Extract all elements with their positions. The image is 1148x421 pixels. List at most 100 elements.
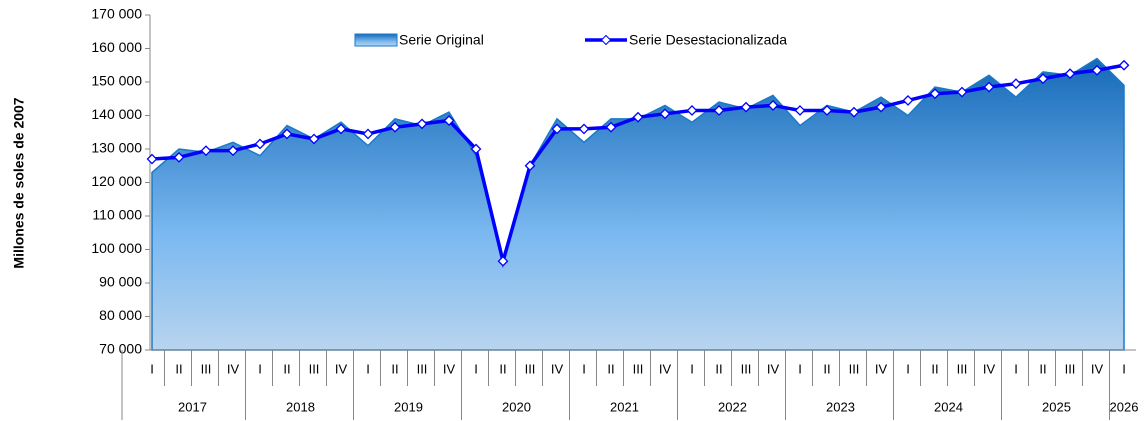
x-tick-label: I <box>474 361 478 376</box>
marker <box>1064 68 1076 80</box>
x-tick-label: IV <box>875 361 888 376</box>
marker <box>875 101 887 113</box>
x-tick-label: III <box>741 361 752 376</box>
x-tick-label: I <box>1122 361 1126 376</box>
year-label: 2021 <box>610 399 639 414</box>
marker <box>740 101 752 113</box>
marker <box>362 128 374 140</box>
y-tick-label: 130 000 <box>91 140 142 156</box>
area <box>151 57 1125 351</box>
x-tick-label: III <box>309 361 320 376</box>
marker <box>902 95 914 106</box>
x-tick-label: I <box>150 361 154 376</box>
x-tick-label: IV <box>335 361 348 376</box>
marker <box>632 111 644 123</box>
marker <box>1010 78 1022 90</box>
marker <box>281 128 293 140</box>
year-label: 2026 <box>1110 399 1139 414</box>
marker <box>497 255 509 267</box>
x-tick-label: III <box>417 361 428 376</box>
legend-label: Serie Original <box>399 32 484 48</box>
marker <box>956 86 968 98</box>
y-tick-label: 120 000 <box>91 173 142 189</box>
marker <box>173 151 185 163</box>
y-tick-label: 110 000 <box>92 207 142 223</box>
marker <box>794 105 806 116</box>
x-tick-label: IV <box>443 361 456 376</box>
year-label: 2023 <box>826 399 855 414</box>
x-tick-label: I <box>906 361 910 376</box>
marker <box>848 106 860 118</box>
legend-swatch <box>354 33 398 47</box>
marker <box>551 123 563 135</box>
marker <box>983 81 995 93</box>
y-axis-label: Millones de soles de 2007 <box>11 97 27 268</box>
marker <box>686 105 698 116</box>
year-label: 2019 <box>394 399 423 414</box>
marker <box>1118 59 1130 71</box>
legend-label: Serie Desestacionalizada <box>629 32 787 48</box>
x-tick-label: II <box>931 361 938 376</box>
y-tick-label: 90 000 <box>99 274 142 290</box>
x-tick-label: III <box>201 361 212 376</box>
x-tick-label: II <box>283 361 290 376</box>
x-tick-label: II <box>1039 361 1046 376</box>
y-tick-label: 170 000 <box>91 6 142 22</box>
year-label: 2024 <box>934 399 963 414</box>
marker <box>335 123 347 135</box>
y-tick-label: 100 000 <box>91 240 142 256</box>
x-tick-label: II <box>607 361 614 376</box>
year-label: 2025 <box>1042 399 1071 414</box>
marker <box>821 105 833 116</box>
year-label: 2018 <box>286 399 315 414</box>
x-tick-label: III <box>525 361 536 376</box>
x-tick-label: III <box>1065 361 1076 376</box>
marker <box>767 100 779 111</box>
year-label: 2022 <box>718 399 747 414</box>
y-tick-label: 160 000 <box>91 39 142 55</box>
marker <box>389 121 401 133</box>
x-tick-label: I <box>582 361 586 376</box>
x-tick-label: IV <box>227 361 240 376</box>
x-tick-label: II <box>823 361 830 376</box>
year-label: 2020 <box>502 399 531 414</box>
y-tick-label: 80 000 <box>99 307 142 323</box>
marker <box>605 121 617 133</box>
marker <box>524 160 536 172</box>
x-tick-label: II <box>175 361 182 376</box>
marker <box>227 145 239 157</box>
x-tick-label: I <box>690 361 694 376</box>
x-tick-label: IV <box>983 361 996 376</box>
marker <box>659 108 671 120</box>
x-tick-label: III <box>633 361 644 376</box>
x-tick-label: I <box>798 361 802 376</box>
x-tick-label: IV <box>767 361 780 376</box>
marker <box>308 133 320 145</box>
marker <box>443 115 455 126</box>
x-tick-label: I <box>258 361 262 376</box>
y-tick-label: 150 000 <box>91 73 142 89</box>
x-tick-label: II <box>391 361 398 376</box>
x-tick-label: I <box>1014 361 1018 376</box>
y-tick-label: 140 000 <box>91 106 142 122</box>
x-tick-label: I <box>366 361 370 376</box>
x-tick-label: III <box>849 361 860 376</box>
x-tick-label: IV <box>659 361 672 376</box>
year-label: 2017 <box>178 399 207 414</box>
marker <box>1091 64 1103 76</box>
marker <box>929 88 941 100</box>
marker <box>470 143 482 155</box>
marker <box>146 153 158 165</box>
legend-marker <box>600 34 612 46</box>
marker <box>1037 73 1049 85</box>
marker <box>416 118 428 130</box>
marker <box>578 123 590 135</box>
x-tick-label: IV <box>551 361 564 376</box>
x-tick-label: III <box>957 361 968 376</box>
marker <box>713 105 725 116</box>
x-tick-label: II <box>715 361 722 376</box>
x-tick-label: II <box>499 361 506 376</box>
y-tick-label: 70 000 <box>99 341 142 357</box>
marker <box>200 145 212 157</box>
